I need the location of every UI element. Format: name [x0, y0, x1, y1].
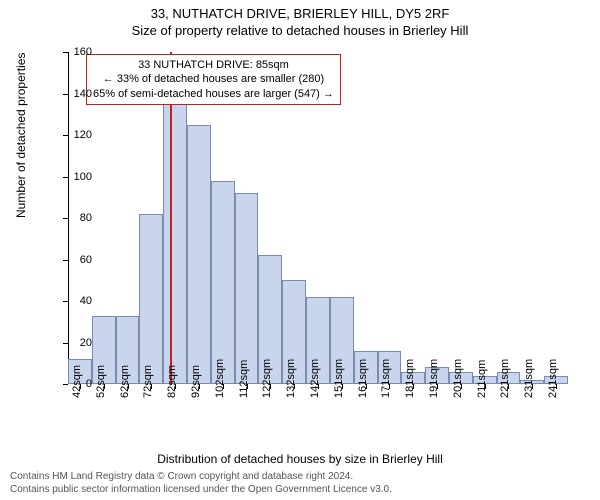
y-axis-line: [68, 52, 69, 384]
ytick-mark: [63, 343, 68, 344]
title-line-2: Size of property relative to detached ho…: [0, 23, 600, 38]
histogram-bar: [163, 104, 187, 384]
histogram-bar: [235, 193, 259, 384]
ytick-mark: [63, 52, 68, 53]
ytick-mark: [63, 301, 68, 302]
annotation-line-3: 65% of semi-detached houses are larger (…: [93, 87, 334, 101]
ytick-mark: [63, 260, 68, 261]
histogram-bar: [139, 214, 163, 384]
annotation-line-2: ← 33% of detached houses are smaller (28…: [93, 72, 334, 86]
ytick-mark: [63, 94, 68, 95]
x-axis-label: Distribution of detached houses by size …: [0, 452, 600, 466]
ytick-label: 0: [86, 378, 92, 390]
ytick-label: 80: [80, 212, 92, 224]
ytick-label: 140: [74, 88, 92, 100]
ytick-mark: [63, 177, 68, 178]
annotation-line-1: 33 NUTHATCH DRIVE: 85sqm: [93, 58, 334, 72]
footer-line-1: Contains HM Land Registry data © Crown c…: [10, 470, 392, 483]
footer-attribution: Contains HM Land Registry data © Crown c…: [10, 470, 392, 496]
ytick-mark: [63, 135, 68, 136]
ytick-label: 60: [80, 254, 92, 266]
ytick-label: 160: [74, 46, 92, 58]
ytick-label: 20: [80, 337, 92, 349]
ytick-label: 100: [74, 171, 92, 183]
histogram-bar: [211, 181, 235, 384]
ytick-mark: [63, 218, 68, 219]
annotation-box: 33 NUTHATCH DRIVE: 85sqm ← 33% of detach…: [86, 54, 341, 105]
footer-line-2: Contains public sector information licen…: [10, 483, 392, 496]
chart-title: 33, NUTHATCH DRIVE, BRIERLEY HILL, DY5 2…: [0, 0, 600, 38]
ytick-mark: [63, 384, 68, 385]
title-line-1: 33, NUTHATCH DRIVE, BRIERLEY HILL, DY5 2…: [0, 6, 600, 21]
histogram-bar: [187, 125, 211, 384]
ytick-label: 120: [74, 129, 92, 141]
ytick-label: 40: [80, 295, 92, 307]
y-axis-label: Number of detached properties: [14, 53, 28, 218]
